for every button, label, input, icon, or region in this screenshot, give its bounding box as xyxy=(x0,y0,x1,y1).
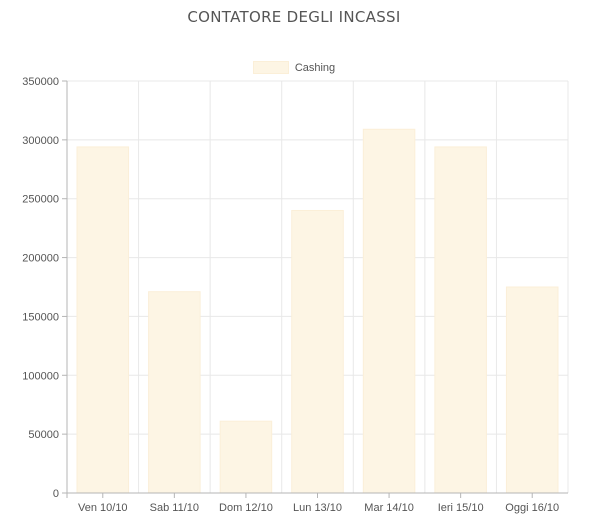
y-tick-label: 100000 xyxy=(22,370,59,382)
bar-mar-14-10[interactable] xyxy=(362,128,416,494)
bar-ieri-15-10[interactable] xyxy=(434,146,487,494)
y-tick-label: 150000 xyxy=(22,311,59,323)
y-tick-label: 300000 xyxy=(22,135,59,147)
chart-axes xyxy=(62,81,568,498)
bar-ven-10-10[interactable] xyxy=(76,146,130,494)
bar-lun-13-10[interactable] xyxy=(291,209,344,494)
y-tick-label: 350000 xyxy=(22,76,59,88)
y-tick-label: 50000 xyxy=(28,429,59,441)
legend-swatch-cashing xyxy=(252,61,289,74)
legend-label-cashing: Cashing xyxy=(294,61,336,74)
bar-oggi-16-10[interactable] xyxy=(505,286,559,494)
x-tick-label: Ieri 15/10 xyxy=(438,502,484,514)
y-tick-label: 200000 xyxy=(22,253,59,265)
chart-title: CONTATORE DEGLI INCASSI xyxy=(187,8,401,26)
x-tick-label: Ven 10/10 xyxy=(78,502,128,514)
bar-dom-12-10[interactable] xyxy=(219,420,273,494)
chart-bars xyxy=(76,128,559,494)
x-axis-ticks: Ven 10/10 Sab 11/10 Dom 12/10 Lun 13/10 Mar … xyxy=(78,493,559,514)
x-tick-label: Sab 11/10 xyxy=(150,502,199,514)
chart-legend[interactable]: Cashing xyxy=(0,61,588,74)
y-axis-ticks: 0 50000 100000 150000 200000 250000 300000 3500… xyxy=(22,76,67,500)
y-tick-label: 250000 xyxy=(22,194,59,206)
x-tick-label: Mar 14/10 xyxy=(364,502,414,514)
y-tick-label: 0 xyxy=(53,488,59,500)
x-tick-label: Oggi 16/10 xyxy=(505,502,559,514)
x-tick-label: Dom 12/10 xyxy=(219,502,273,514)
bar-sab-11-10[interactable] xyxy=(148,291,201,494)
x-tick-label: Lun 13/10 xyxy=(293,502,342,514)
